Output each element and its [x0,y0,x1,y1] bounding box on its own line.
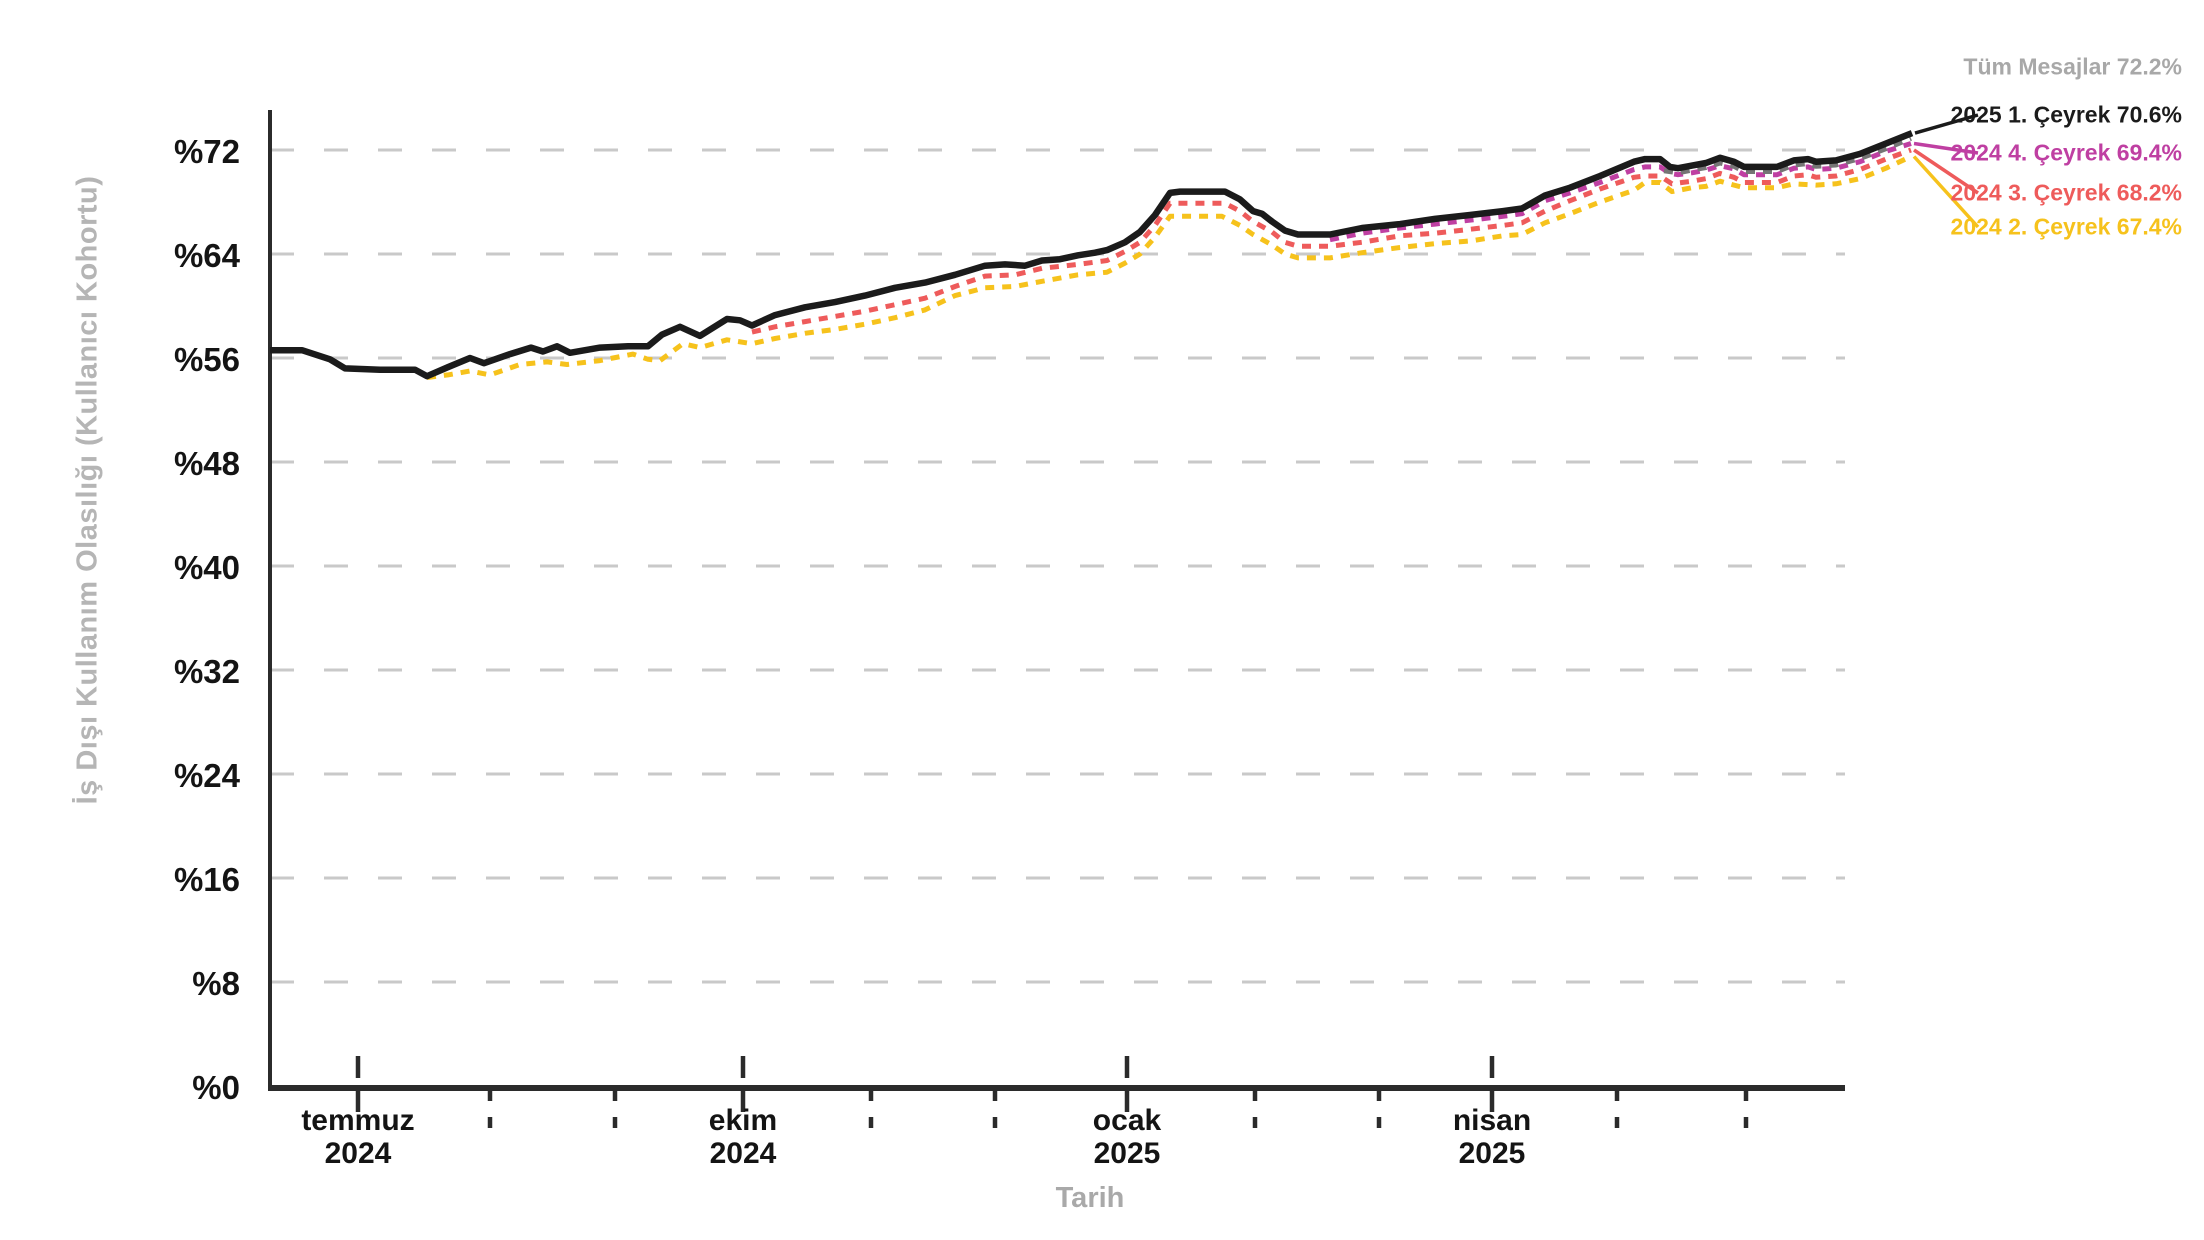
y-tick-label: %40 [173,549,240,586]
y-tick-label: %8 [192,965,240,1002]
leader-line-2025-q1 [1914,113,1979,135]
y-tick-label: %0 [192,1069,240,1106]
x-tick-label: nisan 2025 [1453,1104,1531,1170]
x-tick-month: nisan [1452,1104,1532,1137]
legend-label-2024-q2: 2024 2. Çeyrek 67.4% [1950,213,2182,240]
legend-label-2024-q4: 2024 4. Çeyrek 69.4% [1950,139,2182,166]
x-tick-year: 2025 [1093,1137,1161,1170]
x-tick-label: ocak 2025 [1093,1104,1161,1170]
x-tick-label: ekim 2024 [709,1104,777,1170]
legend-label-2025-q1: 2025 1. Çeyrek 70.6% [1950,101,2182,128]
y-tick-label: %32 [173,653,240,690]
series-line-2025-q1 [270,130,1914,380]
legend-label-2024-q3: 2024 3. Çeyrek 68.2% [1950,179,2182,206]
leader-line-2024-q3 [1913,148,1979,195]
x-tick-label: temmuz 2024 [301,1104,414,1170]
x-tick-year: 2024 [324,1137,392,1170]
y-tick-label: %72 [173,133,240,170]
x-axis-title: Tarih [1055,1182,1125,1214]
y-tick-label: %64 [173,237,240,274]
x-tick-month: temmuz [301,1104,415,1137]
y-tick-label: %56 [173,341,240,378]
y-tick-label: %16 [173,861,240,898]
series-line-2024-q4 [1329,141,1912,243]
series-line-tum-mesajlar [1663,135,1912,176]
x-tick-month: ocak [1092,1104,1162,1137]
y-tick-label: %48 [173,445,240,482]
x-tick-month: ekim [708,1104,778,1137]
legend-label-tum-mesajlar: Tüm Mesajlar 72.2% [1963,53,2182,80]
x-tick-year: 2024 [709,1137,777,1170]
y-tick-label: %24 [173,757,240,794]
leader-line-2024-q4 [1913,141,1979,155]
x-tick-year: 2025 [1458,1137,1526,1170]
leader-line-2024-q2 [1912,155,1980,229]
